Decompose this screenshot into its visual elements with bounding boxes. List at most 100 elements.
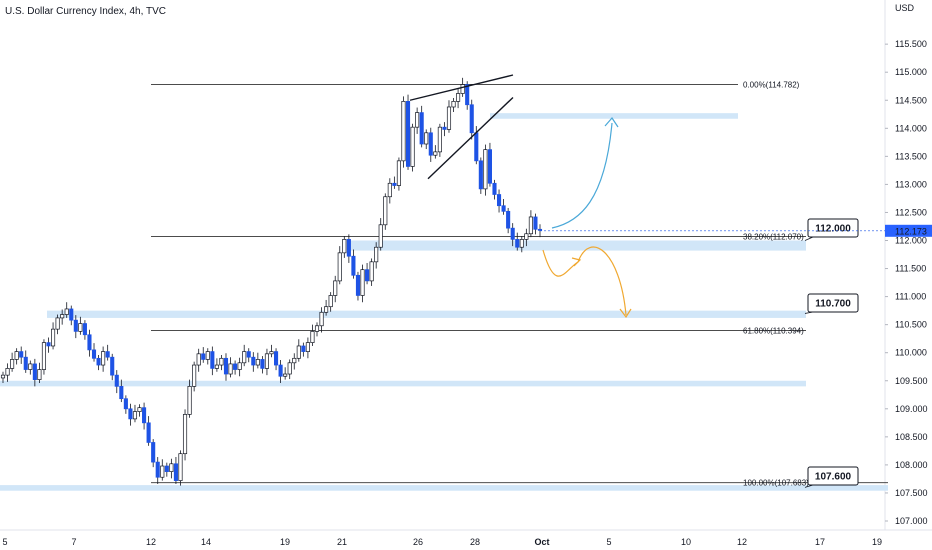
candle-down (146, 422, 151, 443)
fib-level-label: 61.80%(110.394) (743, 327, 804, 336)
time-axis-label: Oct (534, 537, 549, 547)
candle-up (328, 295, 333, 308)
price-callout-label: 112.000 (815, 224, 851, 235)
candle-down (533, 216, 538, 230)
time-axis-label: 28 (470, 537, 480, 547)
candle-up (41, 342, 47, 370)
time-axis-label: 5 (2, 537, 7, 547)
candle-down (151, 442, 156, 463)
candle-up (396, 160, 401, 186)
candle-down (110, 356, 115, 376)
last-price-badge (885, 224, 932, 237)
candle-down (419, 112, 424, 145)
candle-up (415, 112, 420, 128)
wedge-upper-line (409, 74, 514, 101)
bearish-arrowhead (619, 308, 632, 319)
currency-label: USD (895, 3, 915, 13)
bullish-scenario-arrow (551, 122, 613, 229)
price-axis-label: 113.500 (895, 151, 927, 161)
time-axis-label: 5 (606, 537, 611, 547)
candle-up (214, 364, 219, 369)
candle-down (355, 274, 361, 296)
price-callout-box (807, 293, 859, 313)
price-axis-label: 107.500 (895, 488, 928, 498)
price-axis-label: 115.500 (895, 39, 927, 49)
time-axis-label: 26 (413, 537, 423, 547)
candle-down (82, 323, 87, 336)
price-axis-label: 113.000 (895, 179, 927, 189)
candle-up (424, 132, 429, 145)
candle-up (337, 252, 342, 282)
candle-up (0, 374, 6, 379)
candle-down (164, 465, 169, 472)
candle-up (205, 351, 210, 360)
price-axis-label: 111.500 (895, 264, 926, 274)
candle-up (310, 331, 315, 343)
candle-up (314, 325, 320, 332)
candle-up (446, 106, 452, 130)
candle-up (264, 353, 269, 369)
price-axis-label: 107.000 (895, 516, 928, 526)
candle-down (119, 386, 124, 400)
candle-down (246, 351, 251, 358)
candle-up (132, 411, 138, 420)
candle-down (223, 357, 229, 375)
price-axis-label: 112.000 (895, 236, 927, 246)
candle-down (73, 319, 78, 332)
candle-up (342, 239, 347, 254)
candle-down (128, 408, 133, 420)
candle-down (501, 205, 506, 212)
candle-down (260, 359, 265, 369)
candle-down (301, 345, 306, 352)
candle-up (456, 93, 461, 102)
price-axis-label: 114.000 (895, 123, 927, 133)
candle-up (64, 308, 69, 315)
candle-up (228, 363, 233, 375)
bearish-mid-arrowhead (571, 257, 582, 267)
candle-up (401, 101, 406, 162)
price-callout-label: 110.700 (815, 299, 851, 310)
time-axis-label: 10 (681, 537, 691, 547)
candle-down (32, 363, 37, 380)
candle-down (506, 210, 511, 229)
price-callout-box (807, 466, 859, 486)
candle-down (465, 84, 470, 106)
candle-down (442, 126, 447, 130)
candle-up (5, 368, 10, 376)
time-axis-label: 17 (815, 537, 825, 547)
time-axis-label: 14 (201, 537, 211, 547)
candle-up (387, 182, 392, 198)
candle-down (537, 228, 543, 231)
candle-up (51, 328, 56, 347)
time-axis-label: 19 (280, 537, 290, 547)
candle-up (333, 280, 338, 296)
price-axis-label: 110.000 (895, 348, 927, 358)
candle-up (305, 342, 310, 352)
candle-down (210, 351, 215, 369)
candle-up (528, 216, 533, 235)
candle-up (28, 363, 33, 370)
candle-down (428, 132, 433, 156)
candle-down (392, 182, 397, 186)
candle-up (60, 314, 65, 319)
bullish-arrowhead (604, 117, 619, 128)
support-resistance-zone (0, 380, 806, 387)
time-axis-label: 12 (737, 537, 747, 547)
candle-up (324, 306, 329, 313)
candle-up (360, 269, 365, 296)
candle-up (319, 311, 324, 327)
candle-up (242, 351, 247, 364)
candle-down (274, 351, 279, 366)
candle-down (405, 101, 411, 167)
last-price-label: 112.173 (895, 226, 927, 236)
candle-up (483, 149, 488, 190)
candle-up (137, 407, 142, 412)
price-callout-box (807, 218, 859, 238)
candle-down (96, 357, 101, 366)
support-resistance-zone (350, 240, 806, 251)
candle-up (460, 84, 465, 94)
candle-down (123, 398, 128, 410)
candle-up (196, 353, 201, 366)
